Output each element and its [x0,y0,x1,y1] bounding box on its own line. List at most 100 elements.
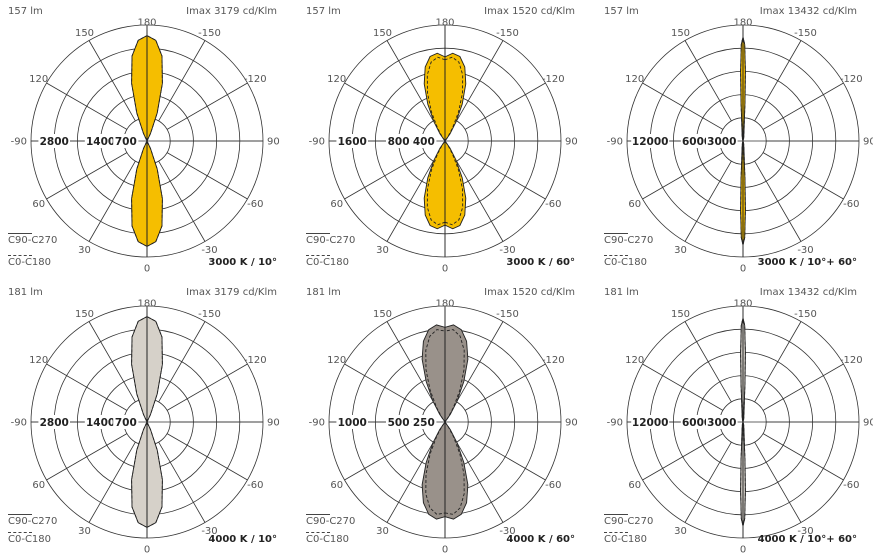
radial-tick-label: 3000 [707,136,736,148]
angle-label: 120 [327,74,346,85]
grid-spoke [755,442,801,522]
grid-spoke [685,322,731,402]
angle-label: -60 [247,199,263,210]
angle-label: 150 [671,28,690,39]
angle-label: -90 [607,418,623,429]
grid-spoke [159,322,205,402]
imax-label: Imax 1520 cd/Klm [484,6,575,18]
grid-spoke [685,442,731,522]
angle-label: -30 [201,245,217,256]
grid-spoke [763,83,843,129]
grid-spoke [763,364,843,410]
angle-label: -120 [840,355,863,366]
angle-label: -90 [11,418,27,429]
angle-label: 60 [330,199,343,210]
angle-label: 90 [267,137,280,148]
angle-label: 180 [733,299,752,310]
angle-label: 150 [75,309,94,320]
legend-dashed-line [604,532,628,533]
caption-label: 4000 K / 60° [506,534,575,546]
legend-c90-label: C90-C270 [306,516,355,528]
legend-dashed-line [8,255,32,256]
grid-spoke [685,161,731,241]
grid-spoke [47,83,127,129]
radial-tick-label: 1600 [338,136,367,148]
grid-spoke [159,41,205,121]
radial-tick-label: 400 [413,136,435,148]
imax-label: Imax 13432 cd/Klm [760,287,857,299]
angle-label: 60 [32,199,45,210]
legend-c90-label: C90-C270 [8,235,57,247]
angle-label: -150 [198,28,221,39]
angle-label: 90 [267,418,280,429]
angle-label: -90 [309,137,325,148]
angle-label: 30 [376,245,389,256]
grid-spoke [345,83,425,129]
angle-label: 90 [565,418,578,429]
angle-label: -150 [794,28,817,39]
angle-label: 90 [863,137,873,148]
grid-spoke [89,322,135,402]
angle-label: 180 [435,299,454,310]
radial-tick-label: 1400 [86,136,115,148]
imax-label: Imax 3179 cd/Klm [186,287,277,299]
legend-solid-line [8,233,32,234]
angle-label: 0 [740,545,746,555]
grid-spoke [47,434,127,480]
grid-spoke [643,83,723,129]
angle-label: 30 [78,526,91,537]
legend-dashed-line [306,255,330,256]
grid-spoke [755,41,801,121]
angle-label: -120 [542,74,565,85]
caption-label: 3000 K / 10° [208,257,277,269]
angle-label: 150 [373,309,392,320]
radial-tick-label: 12000 [632,136,669,148]
caption-label: 3000 K / 60° [506,257,575,269]
angle-label: -150 [794,309,817,320]
legend-solid-line [306,514,330,515]
legend-c90-label: C90-C270 [604,235,653,247]
angle-label: 120 [29,74,48,85]
angle-label: 0 [740,264,746,275]
grid-spoke [167,153,247,199]
grid-spoke [159,161,205,241]
caption-label: 4000 K / 10°+ 60° [758,534,857,546]
angle-label: 180 [137,18,156,29]
angle-label: 60 [330,480,343,491]
caption-label: 4000 K / 10° [208,534,277,546]
legend-solid-line [306,233,330,234]
angle-label: 0 [442,264,448,275]
angle-label: 60 [628,199,641,210]
grid-spoke [465,153,545,199]
angle-label: 180 [137,299,156,310]
grid-spoke [89,41,135,121]
grid-spoke [465,364,545,410]
angle-label: -60 [247,480,263,491]
angle-label: -150 [198,309,221,320]
angle-label: 150 [75,28,94,39]
radial-tick-label: 12000 [632,417,669,429]
angle-label: -150 [496,309,519,320]
grid-spoke [643,434,723,480]
imax-label: Imax 13432 cd/Klm [760,6,857,18]
angle-label: -150 [496,28,519,39]
angle-label: -90 [11,137,27,148]
grid-spoke [345,153,425,199]
angle-label: -90 [607,137,623,148]
grid-spoke [89,161,135,241]
angle-label: -120 [244,74,267,85]
legend-c90-label: C90-C270 [306,235,355,247]
radial-tick-label: 500 [388,417,410,429]
angle-label: -60 [843,480,859,491]
legend-c90-label: C90-C270 [8,516,57,528]
radial-tick-label: 800 [388,136,410,148]
angle-label: 180 [733,18,752,29]
